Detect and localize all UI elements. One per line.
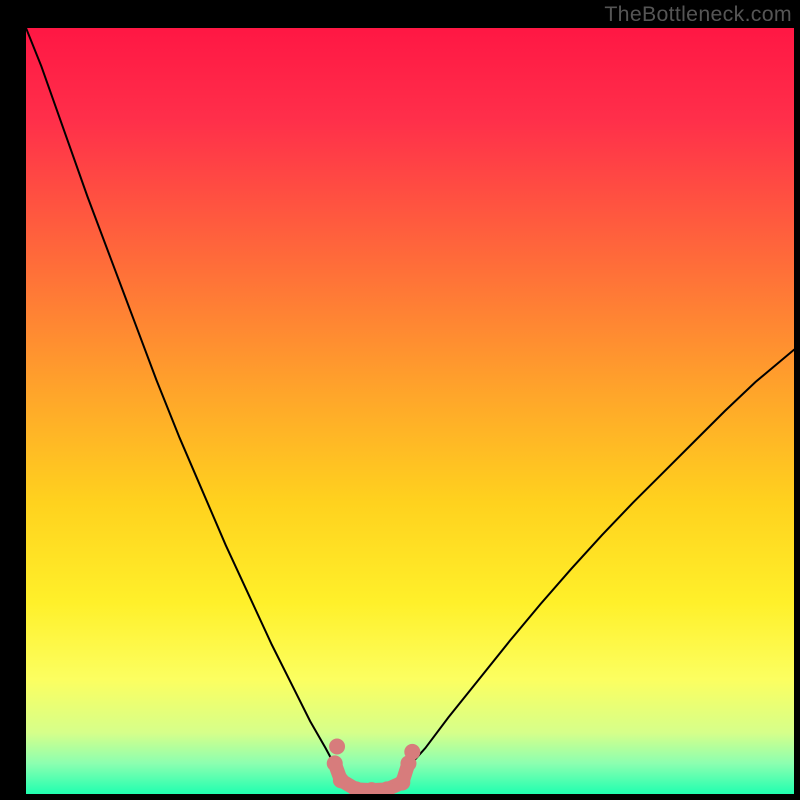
curve-right [406,350,794,770]
curve-left [26,28,337,769]
watermark-text: TheBottleneck.com [604,2,792,27]
plot-area [26,28,794,794]
valley-marker-node [404,744,420,760]
chart-container: TheBottleneck.com [0,0,800,800]
valley-marker-node [327,755,343,771]
valley-marker-nodes [327,739,421,794]
valley-marker-node [333,772,349,788]
curve-layer [26,28,794,794]
valley-marker-node [394,775,410,791]
valley-marker-node [329,739,345,755]
